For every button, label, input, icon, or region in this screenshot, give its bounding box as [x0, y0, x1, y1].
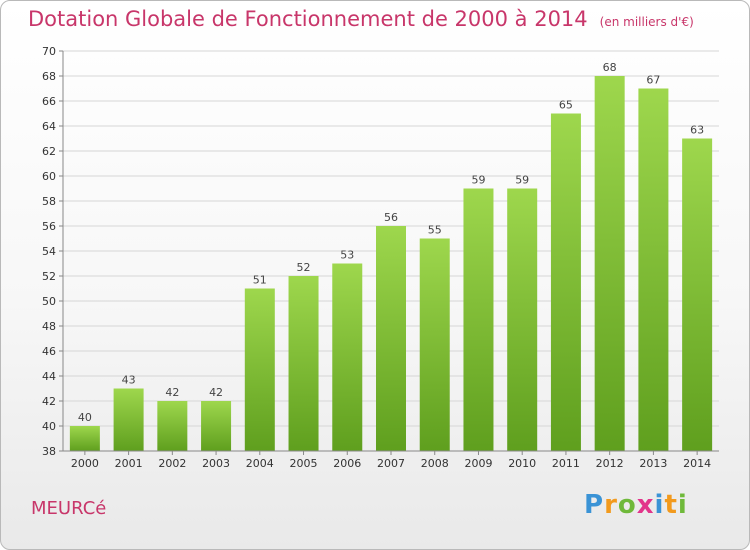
x-tick-label: 2007 [377, 457, 405, 470]
data-label: 42 [165, 386, 179, 399]
x-tick-label: 2001 [115, 457, 143, 470]
y-tick-label: 60 [42, 170, 56, 183]
y-tick-label: 70 [42, 45, 56, 58]
data-label: 67 [646, 74, 660, 87]
x-tick-label: 2005 [290, 457, 318, 470]
x-tick-label: 2003 [202, 457, 230, 470]
data-label: 56 [384, 211, 398, 224]
bar [157, 401, 188, 451]
logo-letter: o [617, 490, 637, 520]
x-tick-label: 2006 [333, 457, 361, 470]
bar [594, 76, 625, 451]
y-tick-label: 38 [42, 445, 56, 458]
x-axis: 2000 2001 2002 2003 2004 2005 2006 2007 2008 2009… [63, 450, 719, 470]
x-tick-label: 2014 [683, 457, 711, 470]
data-label: 42 [209, 386, 223, 399]
data-label: 59 [471, 174, 485, 187]
bar [463, 188, 494, 451]
title-text: Dotation Globale de Fonctionnement de 20… [28, 7, 588, 31]
bar [244, 288, 275, 451]
y-tick-label: 46 [42, 345, 56, 358]
data-label: 51 [253, 274, 267, 287]
data-label: 53 [340, 249, 354, 262]
data-label: 55 [428, 224, 442, 237]
x-tick-label: 2010 [508, 457, 536, 470]
data-label: 40 [78, 411, 92, 424]
y-tick-label: 58 [42, 195, 56, 208]
x-tick-label: 2004 [246, 457, 274, 470]
bar [113, 388, 144, 451]
y-tick-label: 52 [42, 270, 56, 283]
y-tick-label: 44 [42, 370, 56, 383]
bar [332, 263, 363, 451]
data-label: 59 [515, 174, 529, 187]
bar [638, 88, 669, 451]
logo-letter: r [604, 490, 618, 520]
y-tick-label: 48 [42, 320, 56, 333]
bar [550, 113, 581, 451]
chart-title: Dotation Globale de Fonctionnement de 20… [28, 7, 694, 31]
logo-letter: P [584, 490, 605, 520]
commune-name: MEURCé [31, 498, 107, 519]
x-tick-label: 2000 [71, 457, 99, 470]
bar [682, 138, 713, 451]
logo-letter: t [664, 490, 678, 520]
proxiti-logo[interactable]: Proxiti [584, 490, 688, 520]
x-tick-label: 2013 [639, 457, 667, 470]
bar [419, 238, 450, 451]
logo-letter: i [654, 490, 665, 520]
y-tick-label: 68 [42, 70, 56, 83]
y-tick-label: 40 [42, 420, 56, 433]
data-label: 43 [122, 374, 136, 387]
data-label: 68 [603, 61, 617, 74]
logo-letter: x [636, 490, 655, 520]
logo-letter: i [677, 490, 688, 520]
y-tick-label: 64 [42, 120, 56, 133]
y-tick-label: 54 [42, 245, 56, 258]
x-tick-label: 2009 [464, 457, 492, 470]
y-tick-label: 66 [42, 95, 56, 108]
y-axis: 38 40 42 44 46 48 50 52 54 56 58 60 62 64 66 68 70 [42, 45, 64, 458]
y-tick-label: 50 [42, 295, 56, 308]
data-label: 52 [297, 261, 311, 274]
bar [288, 276, 319, 451]
bars: 40 43 42 42 51 52 53 56 55 59 59 65 68 67 63 [69, 61, 713, 451]
bar [69, 426, 100, 451]
bar [201, 401, 232, 451]
x-tick-label: 2011 [552, 457, 580, 470]
y-tick-label: 62 [42, 145, 56, 158]
x-tick-label: 2008 [421, 457, 449, 470]
x-tick-label: 2012 [596, 457, 624, 470]
x-tick-label: 2002 [158, 457, 186, 470]
data-label: 63 [690, 124, 704, 137]
data-label: 65 [559, 99, 573, 112]
bar [376, 226, 406, 451]
y-tick-label: 56 [42, 220, 56, 233]
bar [507, 188, 538, 451]
y-tick-label: 42 [42, 395, 56, 408]
title-unit: (en milliers d'€) [599, 15, 694, 29]
